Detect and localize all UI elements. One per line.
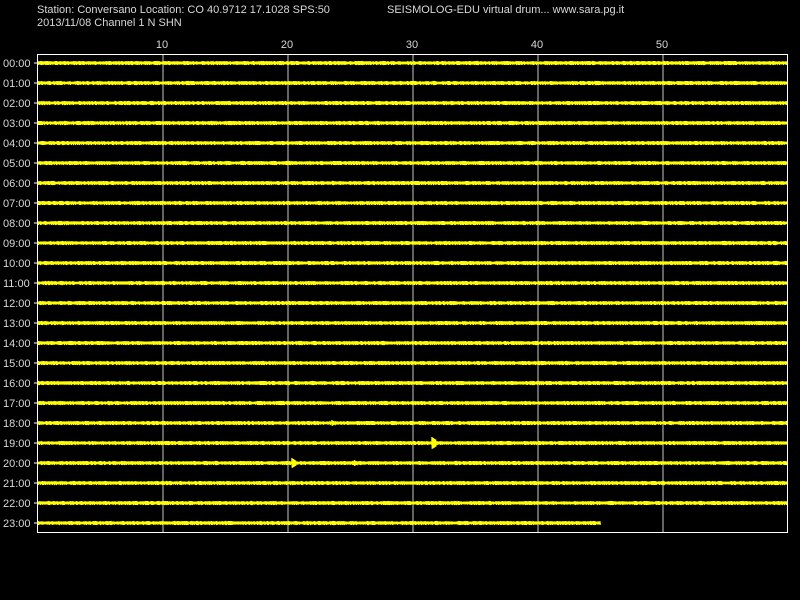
hour-label: 12:00 <box>3 298 31 310</box>
hour-label: 04:00 <box>3 138 31 150</box>
trace-row-1400 <box>37 340 788 346</box>
trace-row-1100 <box>37 280 788 286</box>
hour-label: 03:00 <box>3 118 31 130</box>
seismic-event-mark <box>650 300 656 306</box>
trace-rows <box>37 60 788 526</box>
hour-label: 14:00 <box>3 338 31 350</box>
trace-row-1900 <box>37 440 788 446</box>
plot-frame <box>37 54 788 533</box>
minute-grid <box>162 55 664 532</box>
trace-row-1700 <box>37 400 788 406</box>
seismic-event-mark <box>291 457 297 469</box>
hour-label: 15:00 <box>3 358 31 370</box>
trace-row-1200 <box>37 300 788 306</box>
trace-row-0300 <box>37 120 788 126</box>
trace-row-0500 <box>37 160 788 166</box>
trace-row-0000 <box>37 60 788 66</box>
minute-tick-label: 20 <box>281 39 293 51</box>
trace-row-0700 <box>37 200 788 206</box>
hour-label: 08:00 <box>3 218 31 230</box>
program-info: SEISMOLOG-EDU virtual drum... www.sara.p… <box>387 4 625 16</box>
seismic-event-mark <box>431 436 437 450</box>
trace-row-2300 <box>37 520 601 526</box>
hour-label: 05:00 <box>3 158 31 170</box>
trace-row-1600 <box>37 380 788 386</box>
hour-label: 09:00 <box>3 238 31 250</box>
station-info: Station: Conversano Location: CO 40.9712… <box>37 4 330 16</box>
hour-label: 21:00 <box>3 478 31 490</box>
minute-tick-label: 40 <box>531 39 543 51</box>
hour-label: 07:00 <box>3 198 31 210</box>
minute-tick-label: 10 <box>156 39 168 51</box>
trace-row-2000 <box>37 460 788 466</box>
hour-label: 13:00 <box>3 318 31 330</box>
hour-label: 18:00 <box>3 418 31 430</box>
trace-row-0900 <box>37 240 788 246</box>
hour-label: 06:00 <box>3 178 31 190</box>
trace-row-1000 <box>37 260 788 266</box>
date-channel-info: 2013/11/08 Channel 1 N SHN <box>37 17 182 29</box>
hour-label: 10:00 <box>3 258 31 270</box>
hour-label: 22:00 <box>3 498 31 510</box>
trace-row-2100 <box>37 480 788 486</box>
trace-row-0800 <box>37 220 788 226</box>
seismic-event-mark <box>353 459 360 467</box>
trace-row-2200 <box>37 500 788 506</box>
trace-row-0200 <box>37 100 788 106</box>
trace-row-0100 <box>37 80 788 86</box>
minute-tick-label: 50 <box>656 39 668 51</box>
hour-label: 00:00 <box>3 58 31 70</box>
seismic-event-mark <box>331 419 337 427</box>
trace-row-1800 <box>37 420 788 426</box>
hour-label: 20:00 <box>3 458 31 470</box>
hour-label: 01:00 <box>3 78 31 90</box>
trace-row-0400 <box>37 140 788 146</box>
minute-axis: 10 20 30 40 50 00:00 01:00 02:00 03:00 04:00 05:00… <box>3 39 668 530</box>
hour-label: 02:00 <box>3 98 31 110</box>
minute-tick-label: 30 <box>406 39 418 51</box>
hour-label: 17:00 <box>3 398 31 410</box>
trace-row-0600 <box>37 180 788 186</box>
hour-label: 16:00 <box>3 378 31 390</box>
hour-label: 19:00 <box>3 438 31 450</box>
hour-label: 11:00 <box>3 278 30 290</box>
trace-row-1300 <box>37 320 788 326</box>
hour-label: 23:00 <box>3 518 31 530</box>
trace-row-1500 <box>37 360 788 366</box>
